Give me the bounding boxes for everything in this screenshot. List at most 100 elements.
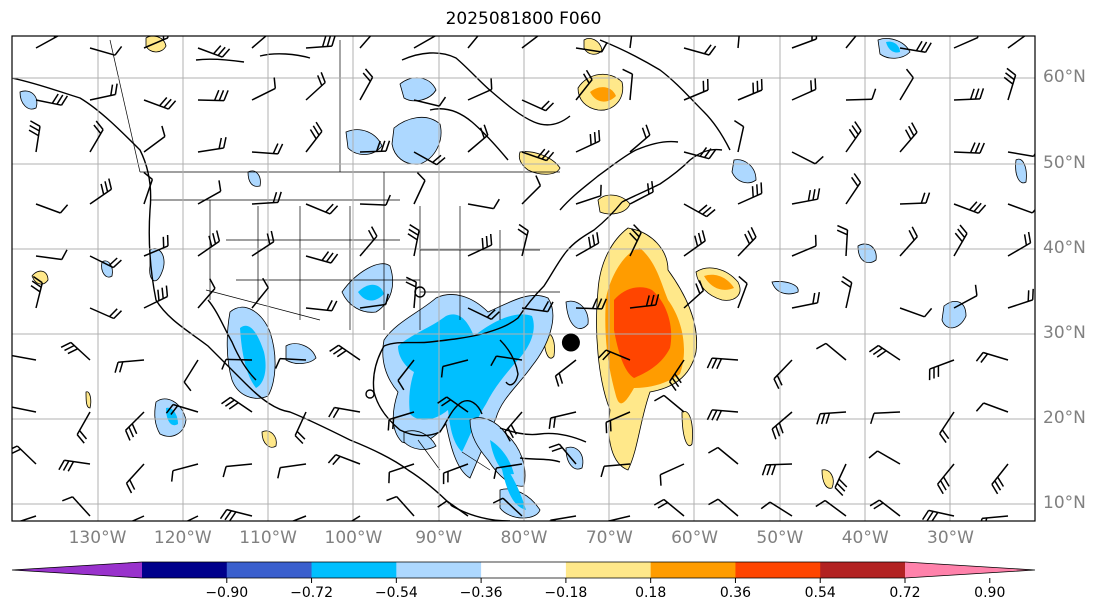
map-frame	[11, 35, 1036, 522]
wind-barb	[899, 307, 933, 318]
wind-barb	[1007, 288, 1034, 309]
wind-barb	[386, 495, 415, 517]
wind-barb	[869, 499, 901, 517]
wind-barb	[359, 293, 389, 309]
wind-barb	[816, 342, 847, 361]
longitude-label: 110°W	[239, 528, 297, 548]
wind-barb	[359, 140, 391, 153]
wind-barb	[359, 194, 391, 206]
wind-barb	[124, 411, 145, 441]
longitude-label: 50°W	[756, 528, 804, 548]
wind-barb	[397, 359, 415, 391]
wind-barb	[845, 173, 862, 205]
wind-barb	[683, 78, 709, 101]
wind-barb	[1003, 67, 1017, 101]
wind-barb	[467, 233, 493, 257]
longitude-label: 70°W	[585, 528, 633, 548]
wind-barb	[467, 307, 500, 320]
wind-barb	[1007, 203, 1035, 214]
coastlines	[12, 39, 731, 521]
wind-barb	[305, 121, 323, 153]
wind-barb	[60, 341, 91, 361]
wind-barb	[737, 36, 740, 49]
wind-barb	[1007, 231, 1032, 257]
wind-barb	[359, 226, 378, 257]
wind-barb	[869, 411, 901, 425]
colorbar-extend-low	[12, 562, 142, 578]
wind-barb	[305, 36, 336, 49]
wind-barb	[58, 459, 91, 472]
wind-barb	[490, 355, 523, 367]
wind-barb	[953, 142, 985, 154]
colorbar-segment	[481, 562, 567, 578]
wind-barb	[114, 359, 145, 373]
wind-barb	[936, 463, 955, 495]
wind-barb	[659, 463, 685, 486]
wind-barb	[845, 36, 857, 49]
wind-barb	[251, 36, 268, 49]
wind-barb	[791, 78, 817, 101]
wind-barb	[251, 191, 282, 205]
wind-barb	[328, 406, 361, 419]
colorbar-tick-label: 0.90	[974, 585, 1006, 601]
wind-barb	[170, 463, 199, 482]
wind-barb	[521, 99, 555, 112]
wind-barb	[629, 124, 651, 153]
longitude-label: 30°W	[927, 528, 974, 548]
storm-center-marker	[561, 333, 580, 352]
graticule	[12, 36, 1035, 521]
colorbar-tick-label: −0.18	[544, 585, 588, 601]
wind-barb	[327, 453, 361, 466]
wind-barb	[219, 508, 253, 521]
wind-barb	[143, 285, 169, 309]
wind-barb	[89, 307, 123, 320]
wind-barb	[991, 463, 1009, 495]
wind-barb	[467, 78, 493, 101]
longitude-label: 100°W	[324, 528, 383, 548]
wind-barb	[183, 359, 199, 392]
colorbar-tick-label: 0.36	[719, 585, 752, 601]
wind-barb	[305, 251, 339, 264]
wind-barb	[89, 83, 118, 101]
wind-barb	[521, 300, 554, 313]
wind-barb	[706, 409, 739, 421]
colorbar	[11, 561, 1036, 583]
wind-barb	[760, 501, 793, 517]
wind-barb	[359, 36, 372, 49]
wind-barb	[521, 36, 540, 49]
latitude-label: 50°N	[1043, 152, 1086, 173]
wind-barb	[387, 411, 415, 431]
wind-barb	[437, 500, 469, 517]
colorbar-segment	[226, 562, 313, 578]
wind-barb	[683, 203, 716, 218]
wind-barb	[575, 42, 608, 53]
wind-barb	[12, 406, 37, 413]
wind-barb	[143, 234, 169, 257]
wind-barb	[939, 411, 955, 444]
wind-barb	[467, 36, 479, 49]
colorbar-tick-label: −0.54	[374, 585, 418, 601]
wind-barb	[791, 291, 821, 309]
wind-barb	[554, 359, 577, 387]
wind-barb	[683, 280, 705, 309]
wind-barb	[622, 68, 634, 101]
wind-barb	[629, 224, 642, 257]
wind-barb	[62, 496, 91, 517]
wind-barb	[442, 463, 469, 485]
wind-barb	[277, 463, 307, 479]
wind-barb	[197, 278, 216, 309]
negative-anomaly-field	[19, 38, 1027, 519]
wind-barb	[899, 226, 918, 257]
wind-barb	[548, 411, 577, 429]
wind-barb	[294, 411, 307, 445]
wind-barb	[708, 446, 739, 465]
wind-barb	[921, 509, 955, 521]
wind-barb	[521, 175, 542, 205]
longitude-label: 130°W	[68, 528, 127, 548]
wind-barb	[274, 357, 307, 369]
wind-barb	[35, 203, 69, 214]
wind-barb	[953, 224, 968, 257]
longitude-label: 80°W	[500, 528, 548, 548]
wind-barb	[197, 137, 227, 153]
